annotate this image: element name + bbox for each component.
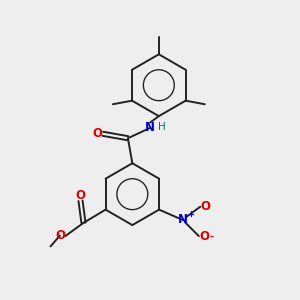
Text: O: O xyxy=(199,230,209,243)
Text: O: O xyxy=(93,127,103,140)
Text: O: O xyxy=(201,200,211,213)
Text: -: - xyxy=(210,232,214,242)
Text: O: O xyxy=(55,229,65,242)
Text: +: + xyxy=(188,210,194,219)
Text: N: N xyxy=(145,121,155,134)
Text: H: H xyxy=(158,122,166,132)
Text: N: N xyxy=(178,213,188,226)
Text: O: O xyxy=(75,189,85,202)
